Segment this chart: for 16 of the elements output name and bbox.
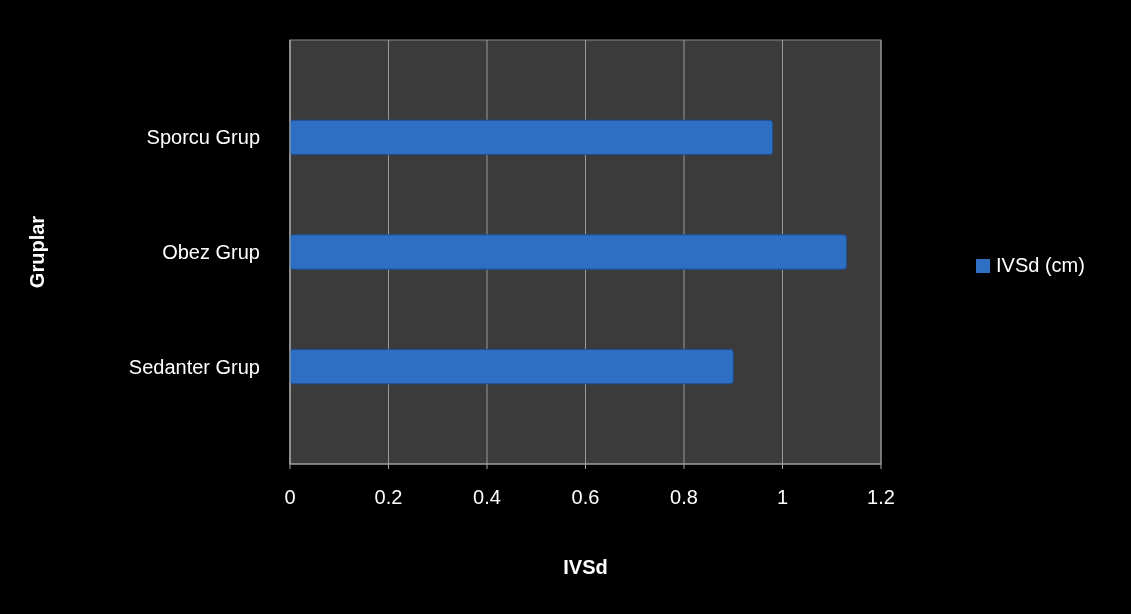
bar — [289, 234, 848, 270]
bar — [289, 119, 774, 156]
x-tick-label: 0.2 — [374, 486, 403, 508]
legend-label: IVSd (cm) — [996, 254, 1085, 276]
x-tick-label: 1 — [776, 486, 789, 508]
x-axis-title: IVSd — [563, 556, 608, 578]
y-axis-title: Gruplar — [26, 215, 48, 289]
bar — [289, 348, 734, 385]
x-tick-label: 0.8 — [670, 486, 698, 508]
x-tick-label: 0.4 — [473, 486, 501, 508]
x-tick-label: 0 — [284, 486, 296, 508]
x-tick-label: 1.2 — [867, 486, 895, 508]
x-tick-label: 0.6 — [571, 486, 600, 508]
y-tick-label: Sporcu Grup — [146, 126, 260, 149]
y-tick-label: Obez Grup — [162, 241, 260, 263]
y-tick-label: Sedanter Grup — [128, 355, 260, 378]
